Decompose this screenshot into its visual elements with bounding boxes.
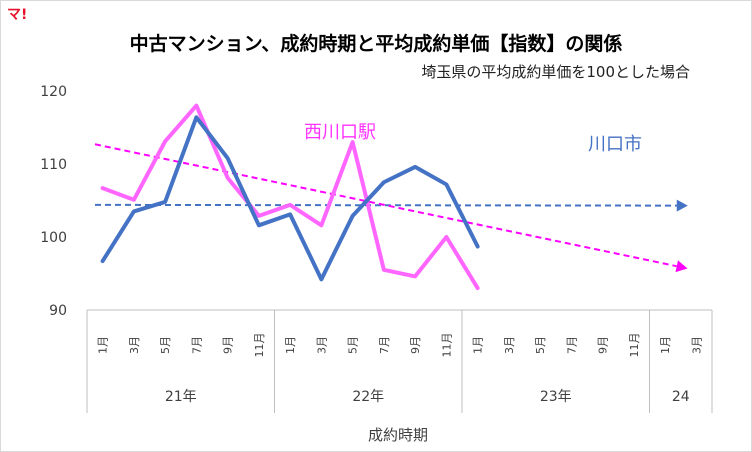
y-tick-label: 90 xyxy=(49,303,67,319)
x-tick-month: 3月 xyxy=(503,336,516,354)
x-tick-month: 1月 xyxy=(659,336,672,354)
x-axis-title: 成約時期 xyxy=(368,426,428,444)
series-line-nishikawaguchi xyxy=(100,103,480,291)
x-tick-month: 11月 xyxy=(628,333,641,358)
trendline xyxy=(94,203,677,207)
x-tick-month: 3月 xyxy=(690,336,703,354)
x-tick-month: 9月 xyxy=(222,336,235,354)
series-lines xyxy=(100,103,480,291)
y-tick-label: 100 xyxy=(40,230,67,246)
legend-label-kawaguchi: 川口市 xyxy=(588,134,642,155)
x-tick-month: 9月 xyxy=(409,336,422,354)
x-tick-month: 5月 xyxy=(347,336,360,354)
year-label: 22年 xyxy=(352,389,384,405)
year-label: 24 xyxy=(672,389,690,405)
x-tick-month: 1月 xyxy=(97,336,110,354)
chart-title: 中古マンション、成約時期と平均成約単価【指数】の関係 xyxy=(130,32,623,55)
chart-subtitle: 埼玉県の平均成約単価を100とした場合 xyxy=(421,63,690,81)
x-tick-month: 7月 xyxy=(190,336,203,354)
logo: マ! xyxy=(7,7,27,23)
trendline-arrowhead xyxy=(675,260,688,273)
x-tick-month: 3月 xyxy=(128,336,141,354)
x-tick-month: 11月 xyxy=(440,333,453,358)
x-tick-month: 7月 xyxy=(378,336,391,354)
year-label: 21年 xyxy=(165,389,197,405)
x-tick-month: 5月 xyxy=(534,336,547,354)
x-tick-month: 3月 xyxy=(315,336,328,354)
legend-label-nishikawaguchi: 西川口駅 xyxy=(304,122,376,143)
x-tick-month: 5月 xyxy=(159,336,172,354)
y-tick-label: 110 xyxy=(40,157,67,173)
x-tick-month: 9月 xyxy=(597,336,610,354)
x-tick-month: 1月 xyxy=(284,336,297,354)
trendline-arrowhead xyxy=(676,199,688,212)
x-tick-month: 1月 xyxy=(472,336,485,354)
trendline xyxy=(94,143,677,268)
x-axis: 1月 3月 5月 7月 9月 11月 1月 3月 5月 7月 9月 11月 1月 3月 5月 7月 9月 11月 1… xyxy=(86,309,713,413)
x-tick-month: 11月 xyxy=(253,333,266,358)
y-axis: 90 100 110 120 xyxy=(40,84,67,319)
year-label: 23年 xyxy=(540,389,572,405)
logo-text: マ! xyxy=(7,7,27,23)
x-tick-month: 7月 xyxy=(565,336,578,354)
y-tick-label: 120 xyxy=(40,84,67,100)
series-line-kawaguchi xyxy=(100,115,480,282)
trendlines xyxy=(94,143,688,273)
